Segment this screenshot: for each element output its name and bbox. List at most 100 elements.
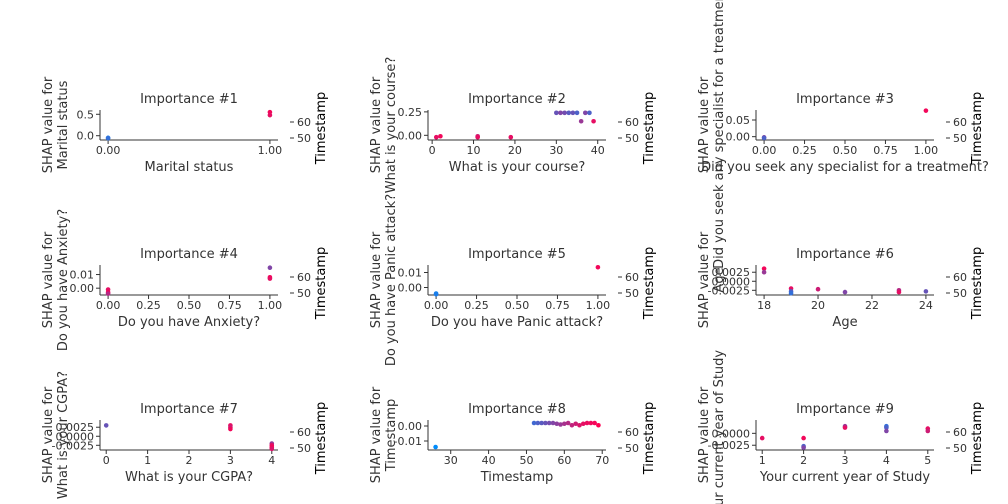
dependence-plot-5: Importance #5 0.00 0.25 0.50 0.75 1.00 0.00 0.0… [369, 194, 657, 366]
plot-title: Importance #6 [796, 247, 894, 262]
scatter-point [543, 420, 548, 426]
scatter-point [923, 289, 929, 294]
y-axis-label: Do you have Panic attack? [384, 194, 399, 366]
colorbar-label: Timestamp [314, 402, 329, 476]
colorbar-tick-label: 60 [953, 426, 967, 439]
scatter-point [574, 110, 580, 116]
y-axis-label: What is your course? [384, 57, 399, 194]
colorbar-tick-label: 50 [625, 442, 639, 455]
colorbar-tick-label: 50 [625, 287, 639, 300]
scatter-point [801, 435, 806, 441]
y-tick-label: -0.01 [394, 435, 422, 448]
scatter-point [591, 118, 596, 124]
scatter-point [535, 420, 541, 426]
dependence-plot-3: Importance #3 0.00 0.25 0.50 0.75 1.00 0.00 0.0… [697, 0, 989, 269]
y-tick-label: 0.00 [726, 131, 751, 144]
scatter-point [267, 265, 273, 271]
y-tick-label: 0.00 [398, 282, 423, 295]
scatter-point [788, 290, 794, 296]
y-axis-label: SHAP value for [697, 76, 712, 173]
y-axis-label: Age [712, 267, 727, 292]
colorbar-tick-label: 50 [297, 442, 311, 455]
y-axis-label: SHAP value for [41, 231, 56, 328]
plot-title: Importance #8 [468, 402, 566, 417]
x-tick-label: 1 [144, 454, 151, 467]
scatter-point [884, 428, 889, 434]
scatter-point [587, 110, 592, 116]
x-tick-label: 0.50 [177, 299, 202, 312]
colorbar-tick-label: 60 [953, 116, 967, 129]
colorbar-tick-label: 50 [625, 132, 639, 145]
x-tick-label: 0.00 [96, 144, 121, 157]
scatter-point [267, 276, 273, 281]
y-tick-label: 0.25 [398, 106, 423, 119]
y-tick-label: 0.0000 [712, 275, 751, 288]
y-axis-label: Timestamp [384, 399, 399, 473]
y-axis-label: SHAP value for [369, 386, 384, 483]
x-tick-label: 0.00 [96, 299, 121, 312]
x-tick-label: 24 [919, 299, 933, 312]
scatter-point [761, 135, 767, 141]
x-tick-label: 1.00 [586, 299, 611, 312]
y-axis-label: SHAP value for [41, 76, 56, 173]
plot-title: Importance #3 [796, 92, 894, 107]
scatter-point [558, 110, 563, 116]
y-axis-label: Do you have Anxiety? [56, 209, 71, 351]
dependence-plot-7: Importance #70 1 2 3 40.00250.0000-0.0025Wha… [41, 371, 329, 499]
plot-title: Importance #1 [140, 92, 238, 107]
colorbar-tick-label: 60 [297, 426, 311, 439]
scatter-point [761, 269, 767, 275]
x-axis-label: What is your CGPA? [125, 470, 253, 485]
scatter-point [554, 421, 560, 427]
x-tick-label: 50 [519, 454, 533, 467]
y-tick-label: 0.0 [77, 130, 95, 143]
x-axis-label: Do you have Anxiety? [118, 315, 260, 330]
x-tick-label: 10 [467, 144, 481, 157]
scatter-point [433, 444, 438, 450]
x-tick-label: 40 [591, 144, 605, 157]
x-tick-label: 1.00 [914, 144, 939, 157]
y-tick-label: 0.0000 [56, 430, 95, 443]
x-axis-label: What is your course? [449, 160, 586, 175]
colorbar-label: Timestamp [970, 92, 985, 166]
scatter-point [759, 435, 765, 441]
dependence-plot-6: Importance #6 18 20 22 24 0.00250.0000-0.0025… [697, 231, 985, 330]
x-tick-label: 20 [508, 144, 522, 157]
x-tick-label: 22 [865, 299, 879, 312]
x-tick-label: 40 [482, 454, 496, 467]
scatter-point [595, 264, 601, 270]
dependence-plot-1: Importance #1 0.00 1.00 0.0 0.5 Marital statu… [41, 76, 329, 175]
colorbar-label: Timestamp [314, 247, 329, 321]
scatter-point [550, 420, 556, 426]
colorbar-label: Timestamp [314, 92, 329, 166]
x-axis-label: Timestamp [480, 470, 554, 485]
x-tick-label: 0 [103, 454, 110, 467]
y-tick-label: 0.00 [398, 129, 423, 142]
colorbar-tick-label: 60 [297, 271, 311, 284]
plot-title: Importance #4 [140, 247, 238, 262]
x-tick-label: 0 [429, 144, 436, 157]
x-tick-label: 5 [924, 454, 931, 467]
colorbar-tick-label: 60 [625, 271, 639, 284]
colorbar-tick-label: 50 [297, 132, 311, 145]
scatter-point [562, 110, 567, 116]
scatter-point [103, 423, 109, 428]
scatter-point [475, 134, 480, 140]
colorbar-tick-label: 50 [297, 287, 311, 300]
y-tick-label: 0.01 [70, 269, 95, 282]
scatter-point [577, 422, 582, 428]
y-tick-label: 0.0000 [712, 427, 751, 440]
plot-title: Importance #7 [140, 402, 238, 417]
y-tick-label: -0.0025 [52, 439, 94, 452]
x-tick-label: 0.75 [873, 144, 898, 157]
x-tick-label: 0.50 [505, 299, 530, 312]
scatter-point [923, 108, 929, 113]
colorbar-tick-label: 60 [297, 116, 311, 129]
y-tick-label: 0.00 [70, 282, 95, 295]
x-axis-label: Your current year of Study [759, 470, 931, 485]
y-axis-label: SHAP value for [697, 231, 712, 328]
y-axis-label: What is your CGPA? [56, 371, 71, 499]
colorbar-label: Timestamp [970, 402, 985, 476]
